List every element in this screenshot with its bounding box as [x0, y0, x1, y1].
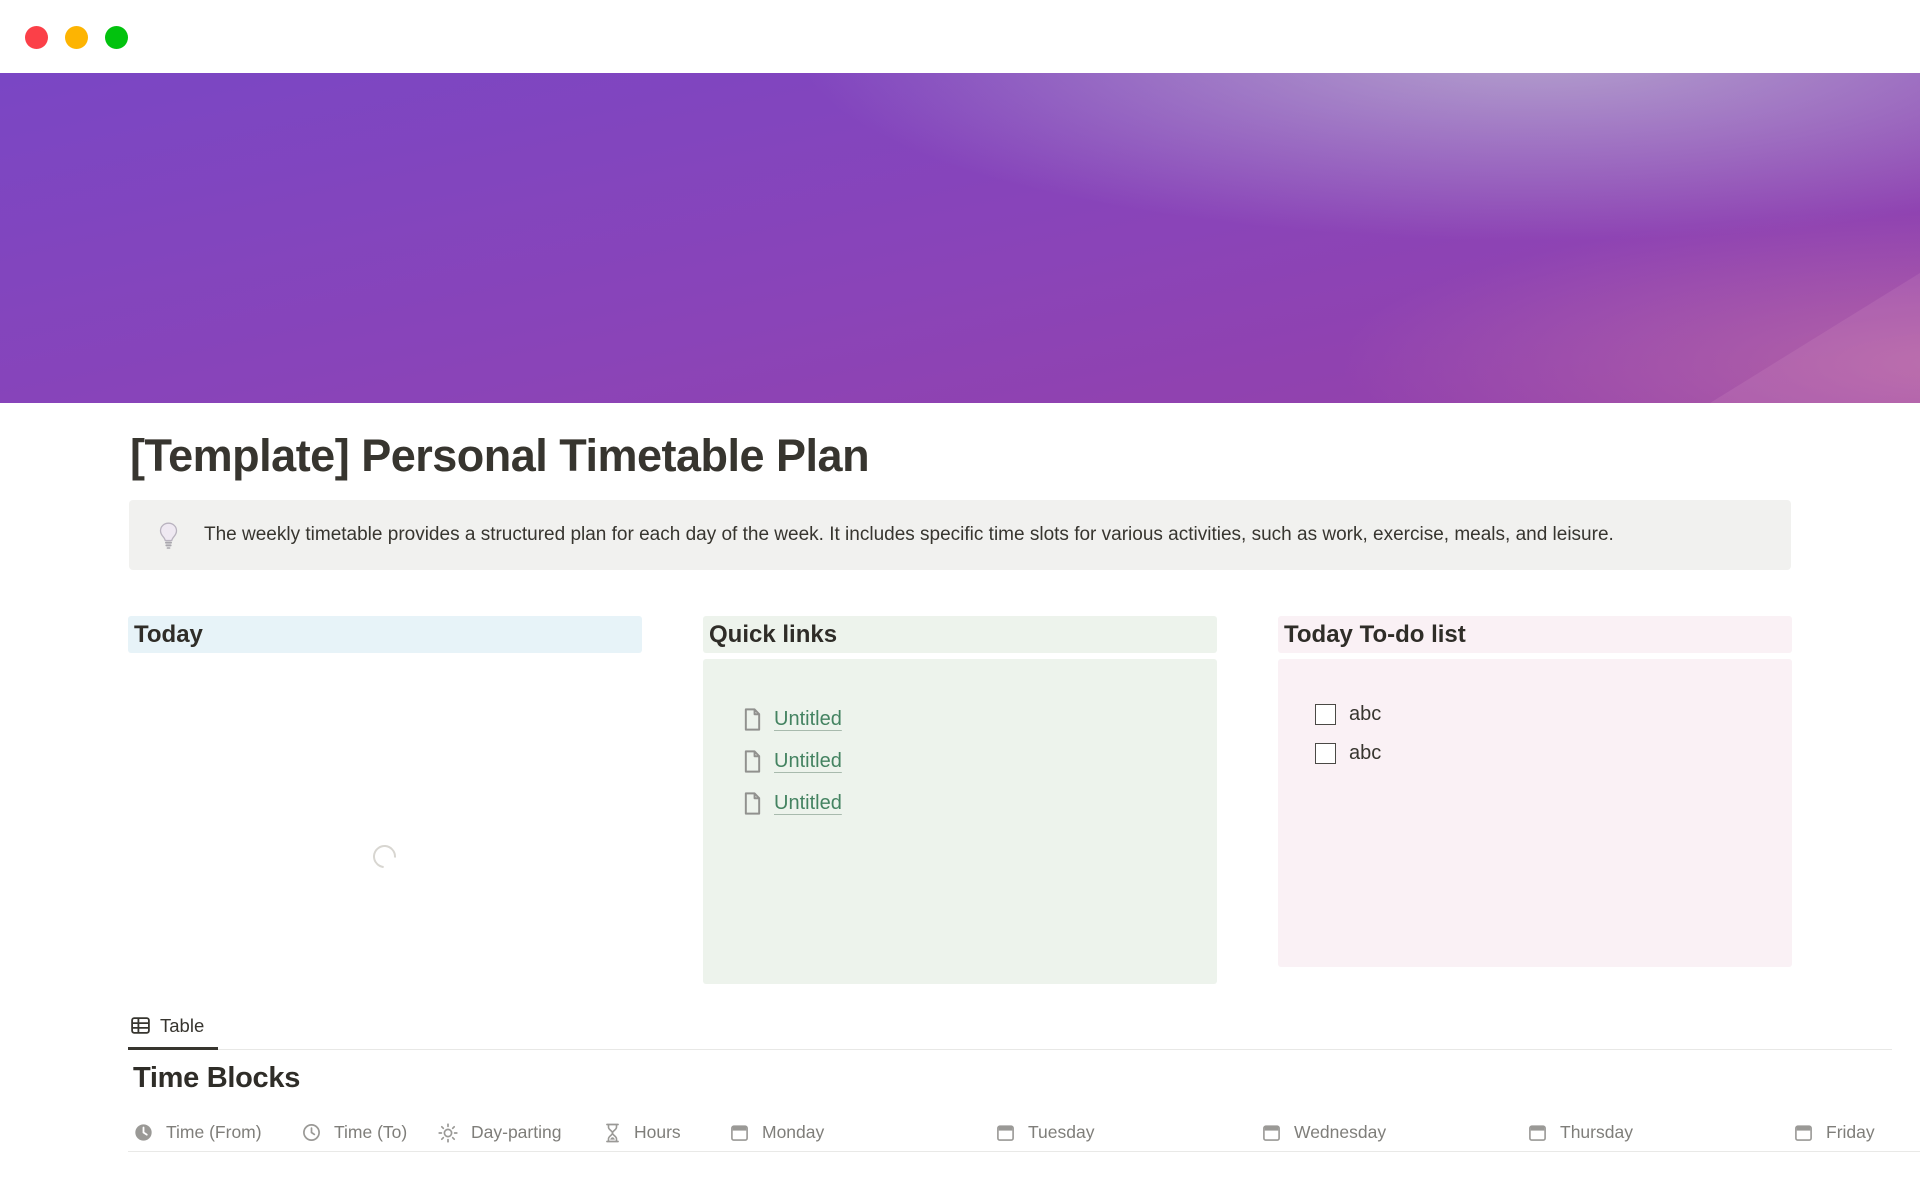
page-icon [743, 749, 762, 773]
todo-checkbox[interactable] [1315, 704, 1336, 725]
column-header-day-parting[interactable]: Day-parting [432, 1114, 598, 1151]
todo-label[interactable]: abc [1349, 742, 1382, 764]
page-link[interactable]: Untitled [774, 791, 842, 814]
column-header-label: Day-parting [471, 1122, 562, 1142]
column-header-monday[interactable]: Monday [724, 1114, 990, 1151]
column-header-label: Wednesday [1294, 1122, 1387, 1142]
page-icon [743, 791, 762, 815]
column-quick-links: Quick links Untitled Untitled Untitled [703, 616, 1217, 984]
column-header-hours[interactable]: Hours [598, 1114, 724, 1151]
calendar-icon [996, 1123, 1015, 1142]
tab-label: Table [160, 1014, 205, 1036]
column-today: Today [128, 616, 642, 984]
page-link[interactable]: Untitled [774, 749, 842, 772]
close-button[interactable] [25, 26, 48, 49]
quick-links-heading: Quick links [703, 616, 1217, 653]
todo-heading: Today To-do list [1278, 616, 1792, 653]
page-icon [743, 707, 762, 731]
table-header-row: Time (From) Time (To) Day-parting Hours … [128, 1114, 1920, 1152]
column-header-label: Time (To) [334, 1122, 408, 1142]
todo-content: abc abc [1278, 659, 1792, 967]
column-todo: Today To-do list abc abc [1278, 616, 1792, 984]
column-header-wednesday[interactable]: Wednesday [1256, 1114, 1522, 1151]
callout-block[interactable]: The weekly timetable provides a structur… [129, 500, 1791, 570]
column-header-label: Monday [762, 1122, 825, 1142]
lightbulb-icon [155, 520, 182, 550]
zoom-button[interactable] [105, 26, 128, 49]
column-header-friday[interactable]: Friday [1788, 1114, 1920, 1151]
page-cover-image[interactable] [0, 73, 1920, 403]
sun-icon [438, 1122, 458, 1143]
calendar-icon [730, 1123, 749, 1142]
calendar-icon [1262, 1123, 1281, 1142]
column-header-label: Tuesday [1028, 1122, 1095, 1142]
column-header-thursday[interactable]: Thursday [1522, 1114, 1788, 1151]
loading-spinner-icon [368, 840, 401, 873]
column-header-tuesday[interactable]: Tuesday [990, 1114, 1256, 1151]
column-header-label: Time (From) [166, 1122, 262, 1142]
view-tabs-bar: Table [128, 1004, 1892, 1050]
column-header-label: Friday [1826, 1122, 1875, 1142]
cover-gradient-ridge [1710, 273, 1920, 403]
page-title[interactable]: [Template] Personal Timetable Plan [130, 430, 870, 481]
today-content [128, 653, 642, 983]
page-link[interactable]: Untitled [774, 707, 842, 730]
column-header-time-to[interactable]: Time (To) [296, 1114, 432, 1151]
tab-table-view[interactable]: Table [128, 1004, 219, 1050]
clock-filled-icon [134, 1123, 153, 1142]
todo-label[interactable]: abc [1349, 703, 1382, 725]
column-header-label: Thursday [1560, 1122, 1633, 1142]
callout-text: The weekly timetable provides a structur… [204, 524, 1614, 545]
minimize-button[interactable] [65, 26, 88, 49]
database-title[interactable]: Time Blocks [133, 1062, 301, 1094]
clock-icon [302, 1123, 321, 1142]
quick-links-content: Untitled Untitled Untitled [703, 659, 1217, 984]
column-header-label: Hours [634, 1122, 681, 1142]
todo-checkbox[interactable] [1315, 743, 1336, 764]
page-link-row[interactable]: Untitled [743, 789, 1217, 817]
todo-item: abc [1315, 742, 1792, 765]
window-titlebar [0, 0, 1920, 73]
hourglass-icon [604, 1123, 621, 1143]
column-header-time-from[interactable]: Time (From) [128, 1114, 296, 1151]
traffic-lights [25, 26, 128, 49]
calendar-icon [1528, 1123, 1547, 1142]
page-link-row[interactable]: Untitled [743, 747, 1217, 775]
table-icon [130, 1015, 151, 1036]
calendar-icon [1794, 1123, 1813, 1142]
today-heading: Today [128, 616, 642, 653]
column-layout: Today Quick links Untitled Untitled [128, 616, 1792, 984]
todo-item: abc [1315, 703, 1792, 726]
page-link-row[interactable]: Untitled [743, 705, 1217, 733]
